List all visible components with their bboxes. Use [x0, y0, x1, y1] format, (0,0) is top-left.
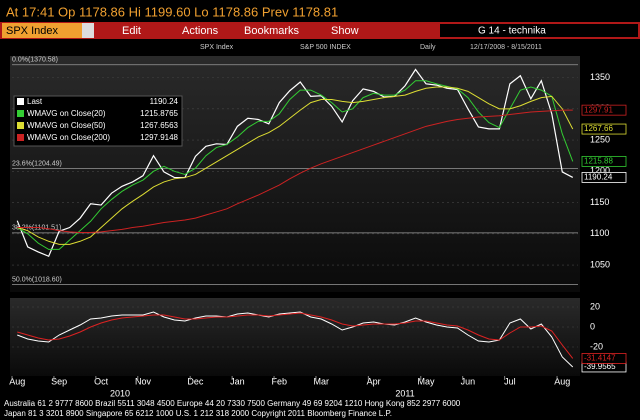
level-label: 50.0%(1018.60): [12, 276, 62, 283]
menu-item[interactable]: Actions: [182, 25, 219, 37]
header-label: Daily: [420, 44, 436, 51]
y-tick-label: 1250: [590, 134, 610, 144]
value-tag-label: -39.9565: [584, 362, 616, 371]
series-line: [17, 86, 574, 245]
x-tick-label: Jul: [504, 376, 516, 386]
x-tick-label: May: [418, 376, 436, 386]
series-line: [17, 312, 574, 359]
x-tick-label: Dec: [187, 376, 204, 386]
x-tick-label: Jan: [230, 376, 245, 386]
header-label: 12/17/2008 - 8/15/2011: [470, 44, 542, 51]
menu-item[interactable]: Bookmarks: [244, 25, 300, 37]
value-tag: [581, 353, 627, 364]
legend-name: WMAVG on Close(200): [27, 133, 110, 142]
ticker: SPX Index: [6, 25, 58, 37]
y-tick-label: 0: [590, 321, 595, 331]
y-tick-label: 1200: [590, 166, 610, 176]
value-tag: [581, 104, 627, 116]
page-box: [440, 24, 638, 37]
page-name: G 14 - technika: [478, 26, 546, 37]
value-tag-label: 1215.88: [584, 157, 613, 166]
legend-swatch: [17, 134, 24, 141]
legend-value: 1215.8765: [140, 109, 178, 118]
y-tick-label: 1050: [590, 259, 610, 269]
y-tick-label: -20: [590, 341, 603, 351]
series-line: [16, 80, 574, 250]
value-tag: [581, 172, 627, 183]
x-tick-label: Jun: [461, 376, 476, 386]
y-tick-label: 1100: [590, 228, 609, 238]
y-tick-label: 20: [590, 301, 600, 311]
x-tick-label: Aug: [9, 376, 25, 386]
menu-item[interactable]: Edit: [122, 25, 141, 37]
level-label: 0.0%(1370.58): [12, 57, 58, 64]
x-tick-label: Mar: [313, 376, 329, 386]
series-line: [17, 109, 573, 234]
legend-swatch: [17, 122, 24, 129]
x-tick-label: Nov: [135, 376, 152, 386]
series-line: [16, 68, 574, 258]
x-tick-label: Sep: [51, 376, 67, 386]
legend-value: 1267.6563: [140, 121, 178, 130]
x-tick-label: Feb: [272, 376, 288, 386]
x-tick-label: Oct: [94, 376, 109, 386]
legend-swatch: [17, 110, 24, 117]
legend-name: Last: [27, 97, 43, 106]
oscillator-panel: [10, 298, 580, 376]
legend-name: WMAVG on Close(20): [27, 109, 106, 118]
year-label: 2010: [110, 388, 130, 398]
footer-line: Japan 81 3 3201 8900 Singapore 65 6212 1…: [4, 409, 392, 418]
legend-name: WMAVG on Close(50): [27, 121, 106, 130]
menu-item[interactable]: Show: [331, 25, 359, 37]
year-label: 2011: [395, 388, 414, 398]
ticker-dropdown[interactable]: [82, 23, 94, 38]
y-tick-label: 1150: [590, 197, 609, 207]
legend-value: 1190.24: [150, 97, 179, 106]
header-label: S&P 500 INDEX: [300, 44, 351, 51]
value-tag: [581, 155, 627, 167]
quote-line: At 17:41 Op 1178.86 Hi 1199.60 Lo 1178.8…: [6, 4, 338, 19]
value-tag-label: -31.4147: [584, 354, 616, 363]
level-label: 23.6%(1204.49): [12, 160, 62, 167]
value-tag-label: 1267.66: [584, 124, 613, 133]
footer-line: Australia 61 2 9777 8600 Brazil 5511 304…: [4, 399, 461, 408]
series-line: [17, 311, 574, 368]
legend-swatch: [17, 98, 24, 105]
price-panel: [10, 56, 580, 292]
ticker-box[interactable]: [2, 23, 82, 38]
legend-box: [13, 95, 183, 147]
value-tag: [581, 123, 627, 135]
value-tag-label: 1297.91: [584, 105, 613, 114]
x-tick-label: Apr: [367, 376, 381, 386]
legend-value: 1297.9148: [140, 133, 178, 142]
header-label: SPX Index: [200, 44, 234, 51]
value-tag-label: 1190.24: [584, 173, 613, 182]
x-tick-label: Aug: [554, 376, 570, 386]
y-tick-label: 1350: [590, 72, 610, 82]
level-label: 38.2%(1101.51): [12, 225, 61, 232]
